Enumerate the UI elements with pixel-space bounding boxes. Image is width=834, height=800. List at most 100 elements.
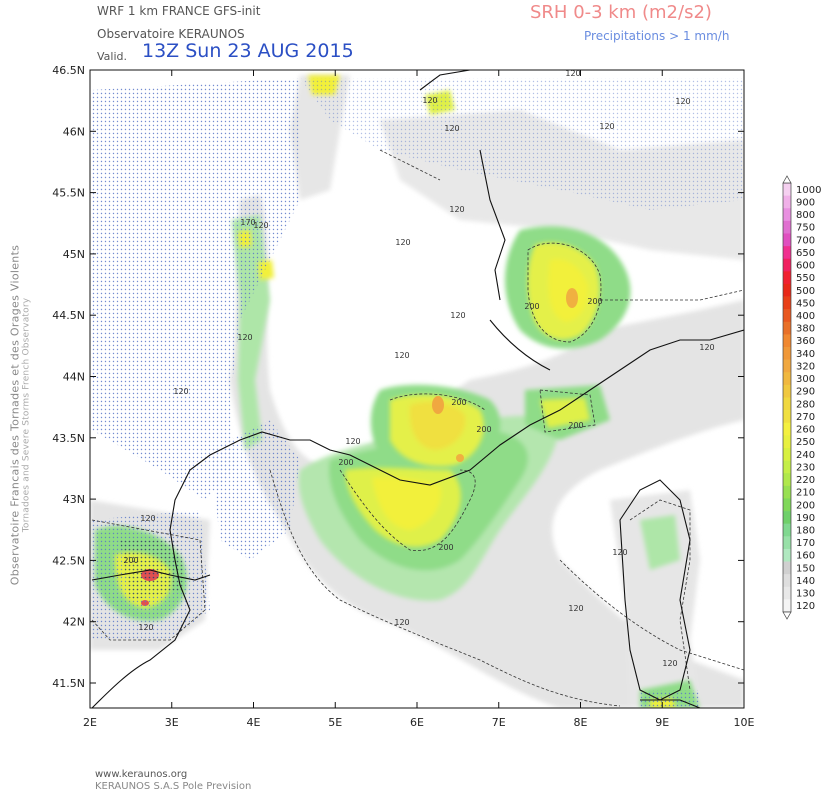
colorbar-swatch xyxy=(783,195,791,209)
latitude-label: 43N xyxy=(63,493,85,506)
colorbar-label: 260 xyxy=(796,425,815,436)
colorbar-swatch xyxy=(783,359,791,373)
colorbar-swatch xyxy=(783,233,791,247)
coastlines xyxy=(91,70,744,708)
contour-label: 120 xyxy=(450,311,465,320)
contour-label: 200 xyxy=(123,556,138,565)
colorbar-label: 160 xyxy=(796,551,815,562)
colorbar-label: 240 xyxy=(796,450,815,461)
longitude-label: 3E xyxy=(165,716,179,729)
colorbar-label: 280 xyxy=(796,399,815,410)
valid-time: 13Z Sun 23 AUG 2015 xyxy=(142,40,354,62)
colorbar-label: 700 xyxy=(796,235,815,246)
colorbar-swatch xyxy=(783,460,791,474)
contour-label: 120 xyxy=(612,548,627,557)
contour-label: 120 xyxy=(394,618,409,627)
precip-areas xyxy=(90,78,744,708)
colorbar-label: 900 xyxy=(796,197,815,208)
colorbar-label: 290 xyxy=(796,387,815,398)
contour-label: 120 xyxy=(253,221,268,230)
contour-label: 120 xyxy=(662,659,677,668)
axis-ticks xyxy=(89,69,745,708)
contour-label: 120 xyxy=(422,96,437,105)
colorbar-swatch xyxy=(783,473,791,487)
colorbar-label: 230 xyxy=(796,462,815,473)
colorbar-swatch xyxy=(783,574,791,588)
longitude-label: 4E xyxy=(247,716,261,729)
contour-label: 120 xyxy=(699,343,714,352)
precip-note: Precipitations > 1 mm/h xyxy=(584,29,730,43)
contour-label: 200 xyxy=(568,421,583,430)
contour-label: 200 xyxy=(476,425,491,434)
colorbar-label: 550 xyxy=(796,273,815,284)
colorbar-swatch xyxy=(783,258,791,272)
field-title: SRH 0-3 km (m2/s2) xyxy=(530,2,712,23)
latitude-label: 41.5N xyxy=(52,677,85,690)
colorbar-label: 210 xyxy=(796,488,815,499)
longitude-label: 6E xyxy=(410,716,424,729)
colorbar-label: 120 xyxy=(796,601,815,612)
colorbar-swatch xyxy=(783,220,791,234)
longitude-label: 10E xyxy=(734,716,755,729)
colorbar-top-arrow xyxy=(782,175,792,184)
colorbar-swatch xyxy=(783,410,791,424)
colorbar-swatch xyxy=(783,561,791,575)
colorbar-swatch xyxy=(783,296,791,310)
latitude-label: 45N xyxy=(63,248,85,261)
colorbar-label: 500 xyxy=(796,286,815,297)
latitude-labels: 46.5N 46N 45.5N 45N 44.5N 44N 43.5N 43N 42.5N 42N… xyxy=(52,64,85,690)
contour-label: 200 xyxy=(451,398,466,407)
contour-label: 200 xyxy=(587,297,602,306)
colorbar-swatch xyxy=(783,283,791,297)
colorbar-bottom-arrow xyxy=(782,611,792,620)
contour-label: 120 xyxy=(395,238,410,247)
colorbar-label: 450 xyxy=(796,298,815,309)
colorbar-swatch xyxy=(783,586,791,600)
contour-label: 120 xyxy=(444,124,459,133)
colorbar-swatch xyxy=(783,347,791,360)
colorbar-swatch xyxy=(783,372,791,386)
longitude-label: 8E xyxy=(574,716,588,729)
contour-label: 170 xyxy=(240,218,255,227)
latitude-label: 44N xyxy=(63,371,85,384)
colorbar-swatch xyxy=(783,397,791,411)
longitude-label: 7E xyxy=(492,716,506,729)
contour-label: 120 xyxy=(565,69,580,78)
colorbar-swatch xyxy=(783,536,791,550)
contour-label: 120 xyxy=(449,205,464,214)
colorbar-label: 380 xyxy=(796,324,815,335)
contour-label: 120 xyxy=(140,514,155,523)
colorbar-swatch xyxy=(783,485,791,499)
colorbar-swatch xyxy=(783,384,791,398)
longitude-label: 9E xyxy=(655,716,669,729)
colorbar-label: 150 xyxy=(796,563,815,574)
latitude-label: 43.5N xyxy=(52,432,85,445)
colorbar-label: 400 xyxy=(796,311,815,322)
colorbar-swatch xyxy=(783,422,791,436)
contour-label: 200 xyxy=(524,302,539,311)
contour-label: 120 xyxy=(345,437,360,446)
valid-label: Valid. xyxy=(97,50,128,63)
longitude-label: 2E xyxy=(83,716,97,729)
model-title: WRF 1 km FRANCE GFS-init xyxy=(97,4,261,18)
colorbar-label: 190 xyxy=(796,513,815,524)
colorbar-swatch xyxy=(783,246,791,260)
colorbar-swatch xyxy=(783,183,791,196)
latitude-label: 45.5N xyxy=(52,187,85,200)
colorbar-label: 140 xyxy=(796,576,815,587)
contour-label: 120 xyxy=(675,97,690,106)
colorbar-label: 180 xyxy=(796,525,815,536)
colorbar-label: 800 xyxy=(796,210,815,221)
colorbar-label: 1000 xyxy=(796,185,821,196)
contour-label: 120 xyxy=(568,604,583,613)
colorbar-label: 170 xyxy=(796,538,815,549)
colorbar-label: 360 xyxy=(796,336,815,347)
colorbar-swatch xyxy=(783,548,791,562)
latitude-label: 46.5N xyxy=(52,64,85,77)
colorbar-swatches xyxy=(782,182,792,613)
